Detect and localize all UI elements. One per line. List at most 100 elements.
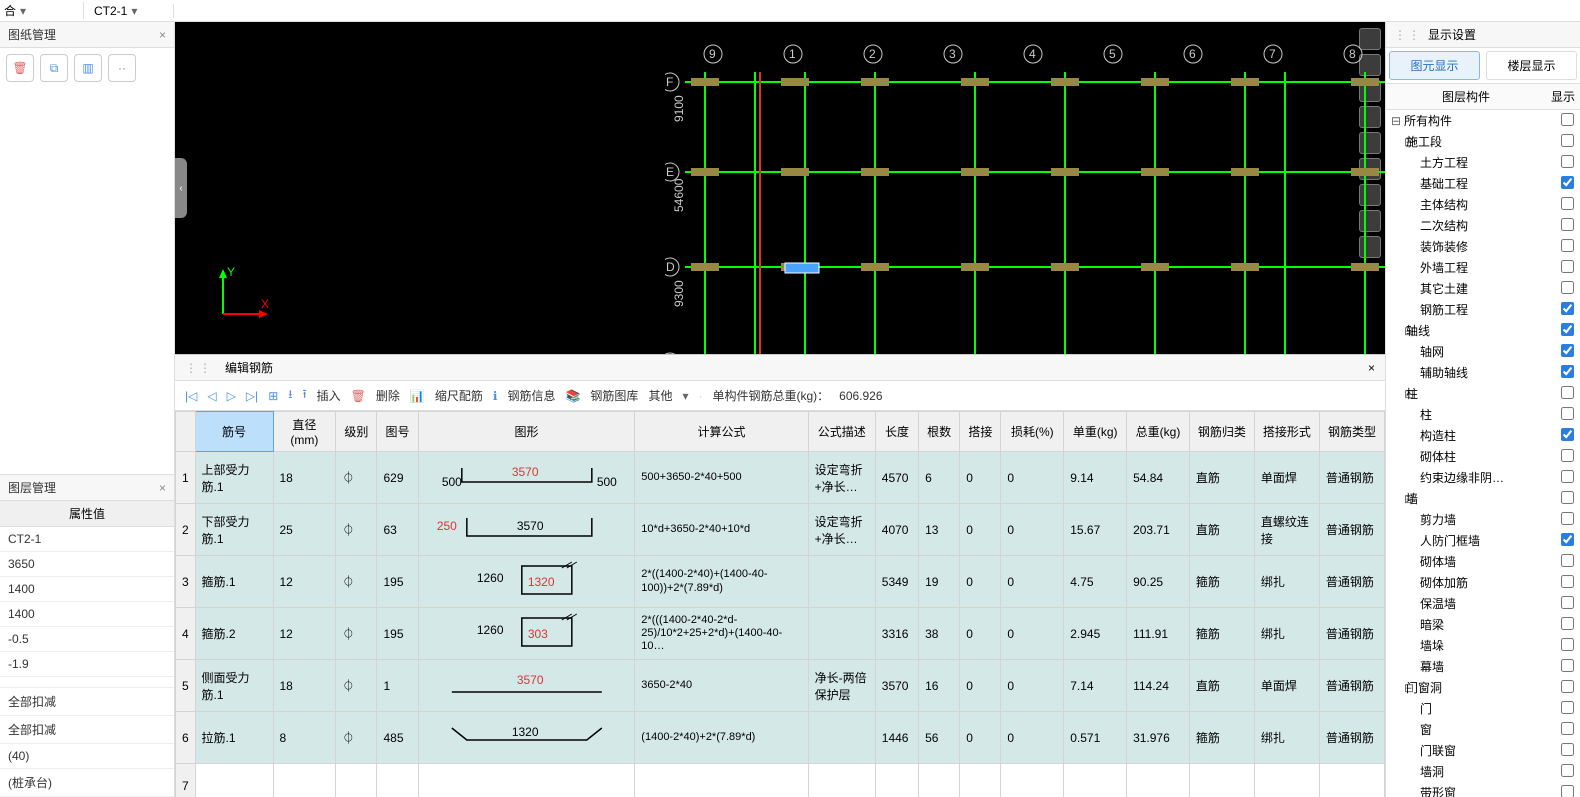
table-header[interactable]: 图形 (418, 412, 635, 452)
tree-row[interactable]: 门 (1386, 698, 1580, 719)
visibility-checkbox[interactable] (1554, 134, 1580, 150)
tree-row[interactable]: 装饰装修 (1386, 236, 1580, 257)
visibility-checkbox[interactable] (1554, 554, 1580, 570)
tree-row[interactable]: ⊟墙 (1386, 488, 1580, 509)
delete-icon[interactable]: 🗑 (6, 54, 34, 82)
expand-toggle-icon[interactable]: ⊟ (1390, 681, 1404, 695)
insert-button[interactable]: 插入 (317, 387, 341, 404)
visibility-checkbox[interactable] (1554, 113, 1580, 129)
table-header[interactable]: 计算公式 (635, 412, 808, 452)
table-row[interactable]: 2下部受力筋.125⏀63 250 357010*d+3650-2*40+10*… (176, 504, 1385, 556)
visibility-checkbox[interactable] (1554, 701, 1580, 717)
tab-element-display[interactable]: 图元显示 (1389, 51, 1480, 80)
tree-row[interactable]: 土方工程 (1386, 152, 1580, 173)
expand-toggle-icon[interactable]: ⊟ (1390, 492, 1404, 506)
visibility-checkbox[interactable] (1554, 176, 1580, 192)
import-icon[interactable]: ⭳ (288, 385, 292, 406)
more-icon[interactable]: ·· (108, 54, 136, 82)
table-row[interactable]: 3箍筋.112⏀1951260 13202*((1400-2*40)+(1400… (176, 556, 1385, 608)
tree-row[interactable]: 基础工程 (1386, 173, 1580, 194)
visibility-checkbox[interactable] (1554, 407, 1580, 423)
tree-row[interactable]: 砌体墙 (1386, 551, 1580, 572)
table-header[interactable]: 钢筋归类 (1189, 412, 1254, 452)
table-header[interactable]: 单重(kg) (1064, 412, 1127, 452)
visibility-checkbox[interactable] (1554, 428, 1580, 444)
tree-row[interactable]: ⊟施工段 (1386, 131, 1580, 152)
tree-row[interactable]: 门联窗 (1386, 740, 1580, 761)
table-header[interactable]: 搭接形式 (1254, 412, 1319, 452)
visibility-checkbox[interactable] (1554, 722, 1580, 738)
table-header[interactable]: 搭接 (960, 412, 1001, 452)
add-row-icon[interactable]: ⊞ (268, 389, 278, 403)
visibility-checkbox[interactable] (1554, 617, 1580, 633)
tree-row[interactable]: 窗 (1386, 719, 1580, 740)
library-icon[interactable]: 📚 (565, 389, 580, 403)
table-header[interactable]: 钢筋类型 (1319, 412, 1384, 452)
info-button[interactable]: 钢筋信息 (507, 387, 555, 404)
attr-value[interactable]: 1400 (0, 577, 174, 602)
tree-row[interactable]: 砌体加筋 (1386, 572, 1580, 593)
nav-next-icon[interactable]: ▷ (227, 389, 236, 403)
nav-last-icon[interactable]: ▷| (246, 389, 258, 403)
table-header[interactable]: 级别 (336, 412, 377, 452)
expand-toggle-icon[interactable]: ⊟ (1390, 324, 1404, 338)
tree-row[interactable]: ⊟柱 (1386, 383, 1580, 404)
tree-row[interactable]: 人防门框墙 (1386, 530, 1580, 551)
expand-toggle-icon[interactable]: ⊟ (1390, 114, 1402, 128)
tree-row[interactable]: 砌体柱 (1386, 446, 1580, 467)
visibility-checkbox[interactable] (1554, 197, 1580, 213)
tree-row[interactable]: ⊟轴线 (1386, 320, 1580, 341)
visibility-checkbox[interactable] (1554, 743, 1580, 759)
table-header[interactable]: 总重(kg) (1127, 412, 1190, 452)
table-header[interactable]: 图号 (377, 412, 418, 452)
table-header[interactable]: 根数 (919, 412, 960, 452)
visibility-checkbox[interactable] (1554, 491, 1580, 507)
attr-value[interactable]: 3650 (0, 552, 174, 577)
info-icon[interactable]: ℹ (493, 389, 498, 403)
tree-row[interactable]: 构造柱 (1386, 425, 1580, 446)
visibility-checkbox[interactable] (1554, 260, 1580, 276)
tree-row[interactable]: 墙垛 (1386, 635, 1580, 656)
visibility-checkbox[interactable] (1554, 638, 1580, 654)
table-header[interactable]: 公式描述 (808, 412, 875, 452)
library-button[interactable]: 钢筋图库 (590, 387, 638, 404)
close-icon[interactable]: × (1368, 361, 1375, 375)
table-row[interactable]: 4箍筋.212⏀1951260 3032*(((1400-2*40-2*d-25… (176, 608, 1385, 660)
table-header[interactable]: 损耗(%) (1001, 412, 1064, 452)
expand-toggle-icon[interactable]: ⊟ (1390, 387, 1404, 401)
tree-row[interactable]: 主体结构 (1386, 194, 1580, 215)
tree-row[interactable]: 轴网 (1386, 341, 1580, 362)
attr-value[interactable]: 全部扣减 (0, 688, 174, 716)
visibility-checkbox[interactable] (1554, 365, 1580, 381)
tree-row[interactable]: 辅助轴线 (1386, 362, 1580, 383)
tree-row[interactable]: 墙洞 (1386, 761, 1580, 782)
table-header[interactable]: 长度 (875, 412, 918, 452)
delete-icon[interactable]: 🗑 (351, 389, 366, 403)
tab-floor-display[interactable]: 楼层显示 (1486, 51, 1577, 80)
visibility-checkbox[interactable] (1554, 533, 1580, 549)
tree-row[interactable]: 幕墙 (1386, 656, 1580, 677)
visibility-checkbox[interactable] (1554, 449, 1580, 465)
combo-1[interactable]: 合 ▾ (4, 2, 84, 19)
nav-first-icon[interactable]: |◁ (185, 389, 197, 403)
visibility-checkbox[interactable] (1554, 512, 1580, 528)
table-row[interactable]: 7 (176, 764, 1385, 797)
tree-row[interactable]: 外墙工程 (1386, 257, 1580, 278)
visibility-checkbox[interactable] (1554, 785, 1580, 797)
visibility-checkbox[interactable] (1554, 575, 1580, 591)
attr-value[interactable]: 1400 (0, 602, 174, 627)
tree-row[interactable]: 其它土建 (1386, 278, 1580, 299)
table-row[interactable]: 6拉筋.18⏀485 1320(1400-2*40)+2*(7.89*d)144… (176, 712, 1385, 764)
tree-row[interactable]: 二次结构 (1386, 215, 1580, 236)
tree-row[interactable]: 带形窗 (1386, 782, 1580, 797)
attr-value[interactable]: 全部扣减 (0, 716, 174, 744)
attr-value[interactable]: CT2-1 (0, 527, 174, 552)
scale-button[interactable]: 缩尺配筋 (435, 387, 483, 404)
expand-toggle-icon[interactable]: ⊟ (1390, 135, 1404, 149)
delete-button[interactable]: 删除 (376, 387, 400, 404)
nav-prev-icon[interactable]: ◁ (207, 389, 216, 403)
viewport[interactable]: ‹ Y X FEDC91234567891012345678910 (175, 22, 1385, 354)
visibility-checkbox[interactable] (1554, 281, 1580, 297)
visibility-checkbox[interactable] (1554, 302, 1580, 318)
visibility-checkbox[interactable] (1554, 344, 1580, 360)
